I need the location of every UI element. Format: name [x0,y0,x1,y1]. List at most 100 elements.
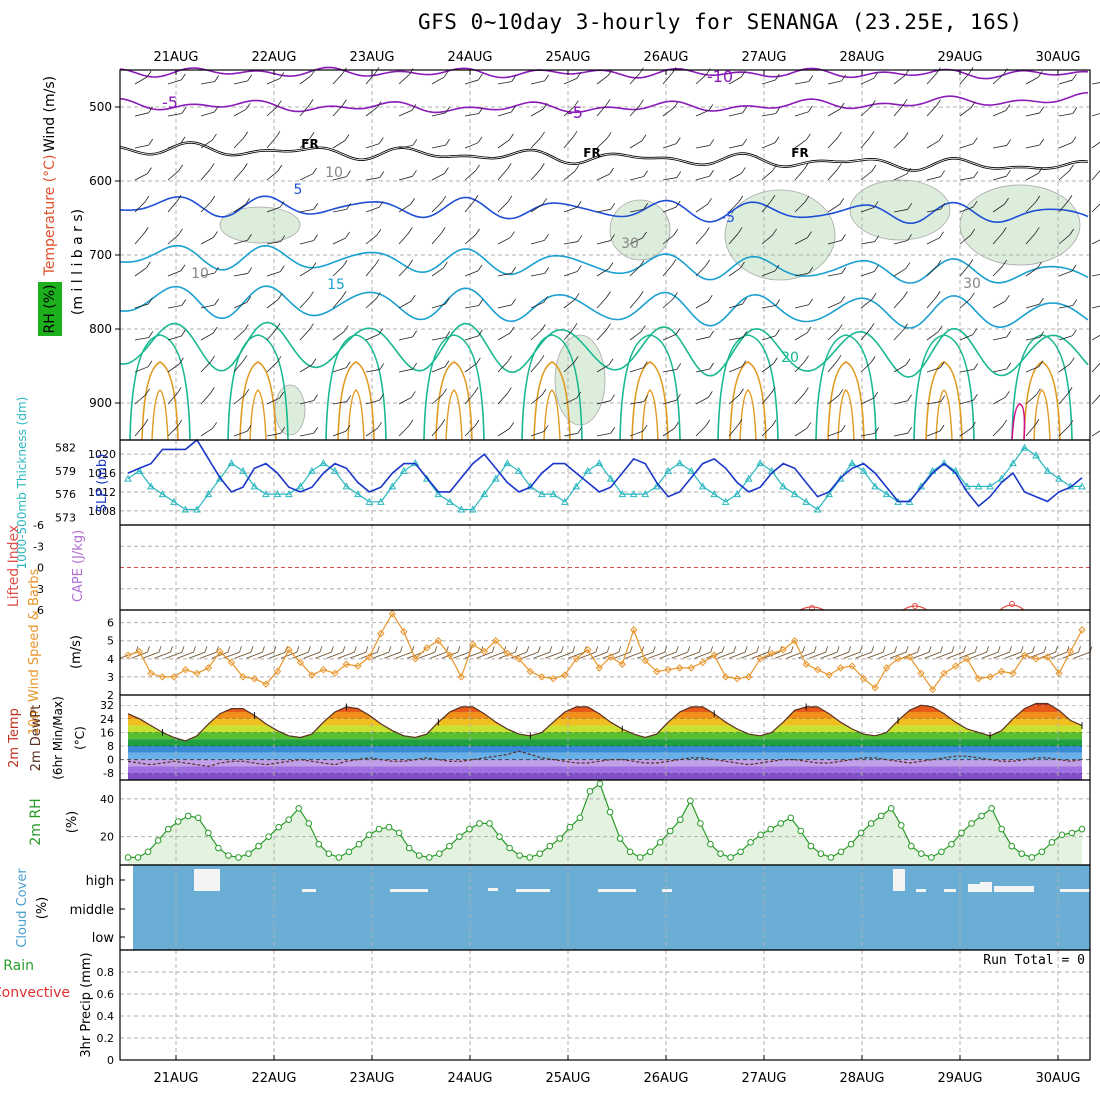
wind10m-speed-point [124,651,132,659]
wind-barb-flag [1006,362,1012,370]
rh2m-point [717,850,724,857]
wind10m-barb-flag [813,646,817,653]
wind-barb [1025,76,1039,85]
wind-barb [563,329,574,341]
wind-barb-flag [972,200,978,208]
wind-barb-flag [1039,297,1044,305]
wind-barb [827,169,838,181]
wind-barb-flag [148,331,154,338]
wind-barb-flag [707,294,713,302]
wind-barb-flag [346,203,352,210]
wind-barb-flag [277,164,283,172]
rh2m-point [958,829,965,837]
wind-barb-flag [312,167,317,175]
wind10m-barb [499,651,516,659]
rh2m-point [546,842,554,850]
rh2m-point [466,825,473,833]
rh2m-point [867,820,875,827]
wind-barb-flag [244,388,250,396]
contour-label: FR [301,137,318,151]
wind-barb-flag [540,324,546,331]
rh2m-area [128,783,1082,865]
wind-barb-flag [408,259,413,267]
wind-barb-flag [247,234,252,241]
wind10m-speed-point [400,627,408,636]
wind-barb [827,272,842,277]
lifted-index-line [999,604,1025,611]
wind-barb [728,303,743,309]
thickness-point [365,497,374,505]
precip-tick-label: 0.4 [97,1010,115,1023]
wind-barb-flag [544,267,550,274]
wind-barb-flag [1069,357,1075,364]
wind-barb [398,425,410,437]
thickness-point [813,505,822,513]
wind-barb-flag [1071,264,1077,272]
wind-barb [563,271,578,277]
top-day-label: 27AUG [741,50,786,65]
wind10m-barb [786,651,803,659]
thickness-point [802,497,810,505]
wind10m-speed-point [905,653,914,661]
wind-barb [596,173,610,181]
rh2m-point [827,854,835,861]
wind10m-barb-flag [790,646,794,653]
wind-barb [332,237,346,245]
rh2m-point [205,829,212,837]
wind-barb [761,201,772,213]
wind10m-barb-flag [170,646,173,653]
wind-barb-flag [210,355,215,363]
wind-barb [233,330,245,341]
thickness-point [342,482,351,490]
wind10m-barb [338,651,355,659]
wind-barb-flag [144,195,150,203]
wind-barb [431,76,445,85]
wind-barb [497,361,508,373]
thickness-point [480,490,489,498]
wind-barb [959,234,972,245]
wind10m-barb [901,651,918,659]
wind-barb-flag [440,227,446,234]
wind-barb-flag [411,104,417,111]
thickness-point [549,490,558,498]
thickness-point [491,474,500,482]
wind-barb [464,234,476,245]
wind-barb [761,363,774,373]
wind-barb [959,73,970,85]
wind-barb [200,139,213,149]
wind-barb-flag [412,139,418,146]
wind-barb [299,105,310,117]
wind-barb-flag [775,73,780,81]
cloud-gap [390,889,428,892]
wind-barb-flag [972,137,978,144]
wind-barb [200,169,211,181]
wind-barb-flag [279,200,285,208]
wind-barb-flag [506,163,512,170]
wind-barb-flag [708,104,714,111]
rh-shading [274,384,306,436]
wind-barb-flag [673,292,678,299]
wind-barb [563,206,578,213]
rh2m-point [777,820,785,827]
wind-barb [464,305,479,309]
wind-barb-flag [147,167,152,174]
wind-barb-flag [275,323,281,330]
wind-barb-flag [707,197,712,205]
thickness-point [388,482,397,490]
wind-barb [464,113,479,117]
wind10m-speed-point [871,684,879,692]
temp-band [128,766,1082,774]
wind-barb-flag [970,101,976,108]
isotherm-30-cell [141,361,179,441]
wind-barb [233,273,248,277]
wind-barb [662,73,673,85]
wind-barb [299,268,313,277]
wind10m-barb [820,651,838,659]
wind10m-barb [797,651,815,659]
wind10m-barb-flag [905,646,909,653]
wind-barb-flag [313,394,318,401]
wind10m-speed-point [147,669,155,678]
rh2m-point [134,854,142,861]
wind10m-barb [1004,651,1022,659]
wind-barb [497,393,508,405]
